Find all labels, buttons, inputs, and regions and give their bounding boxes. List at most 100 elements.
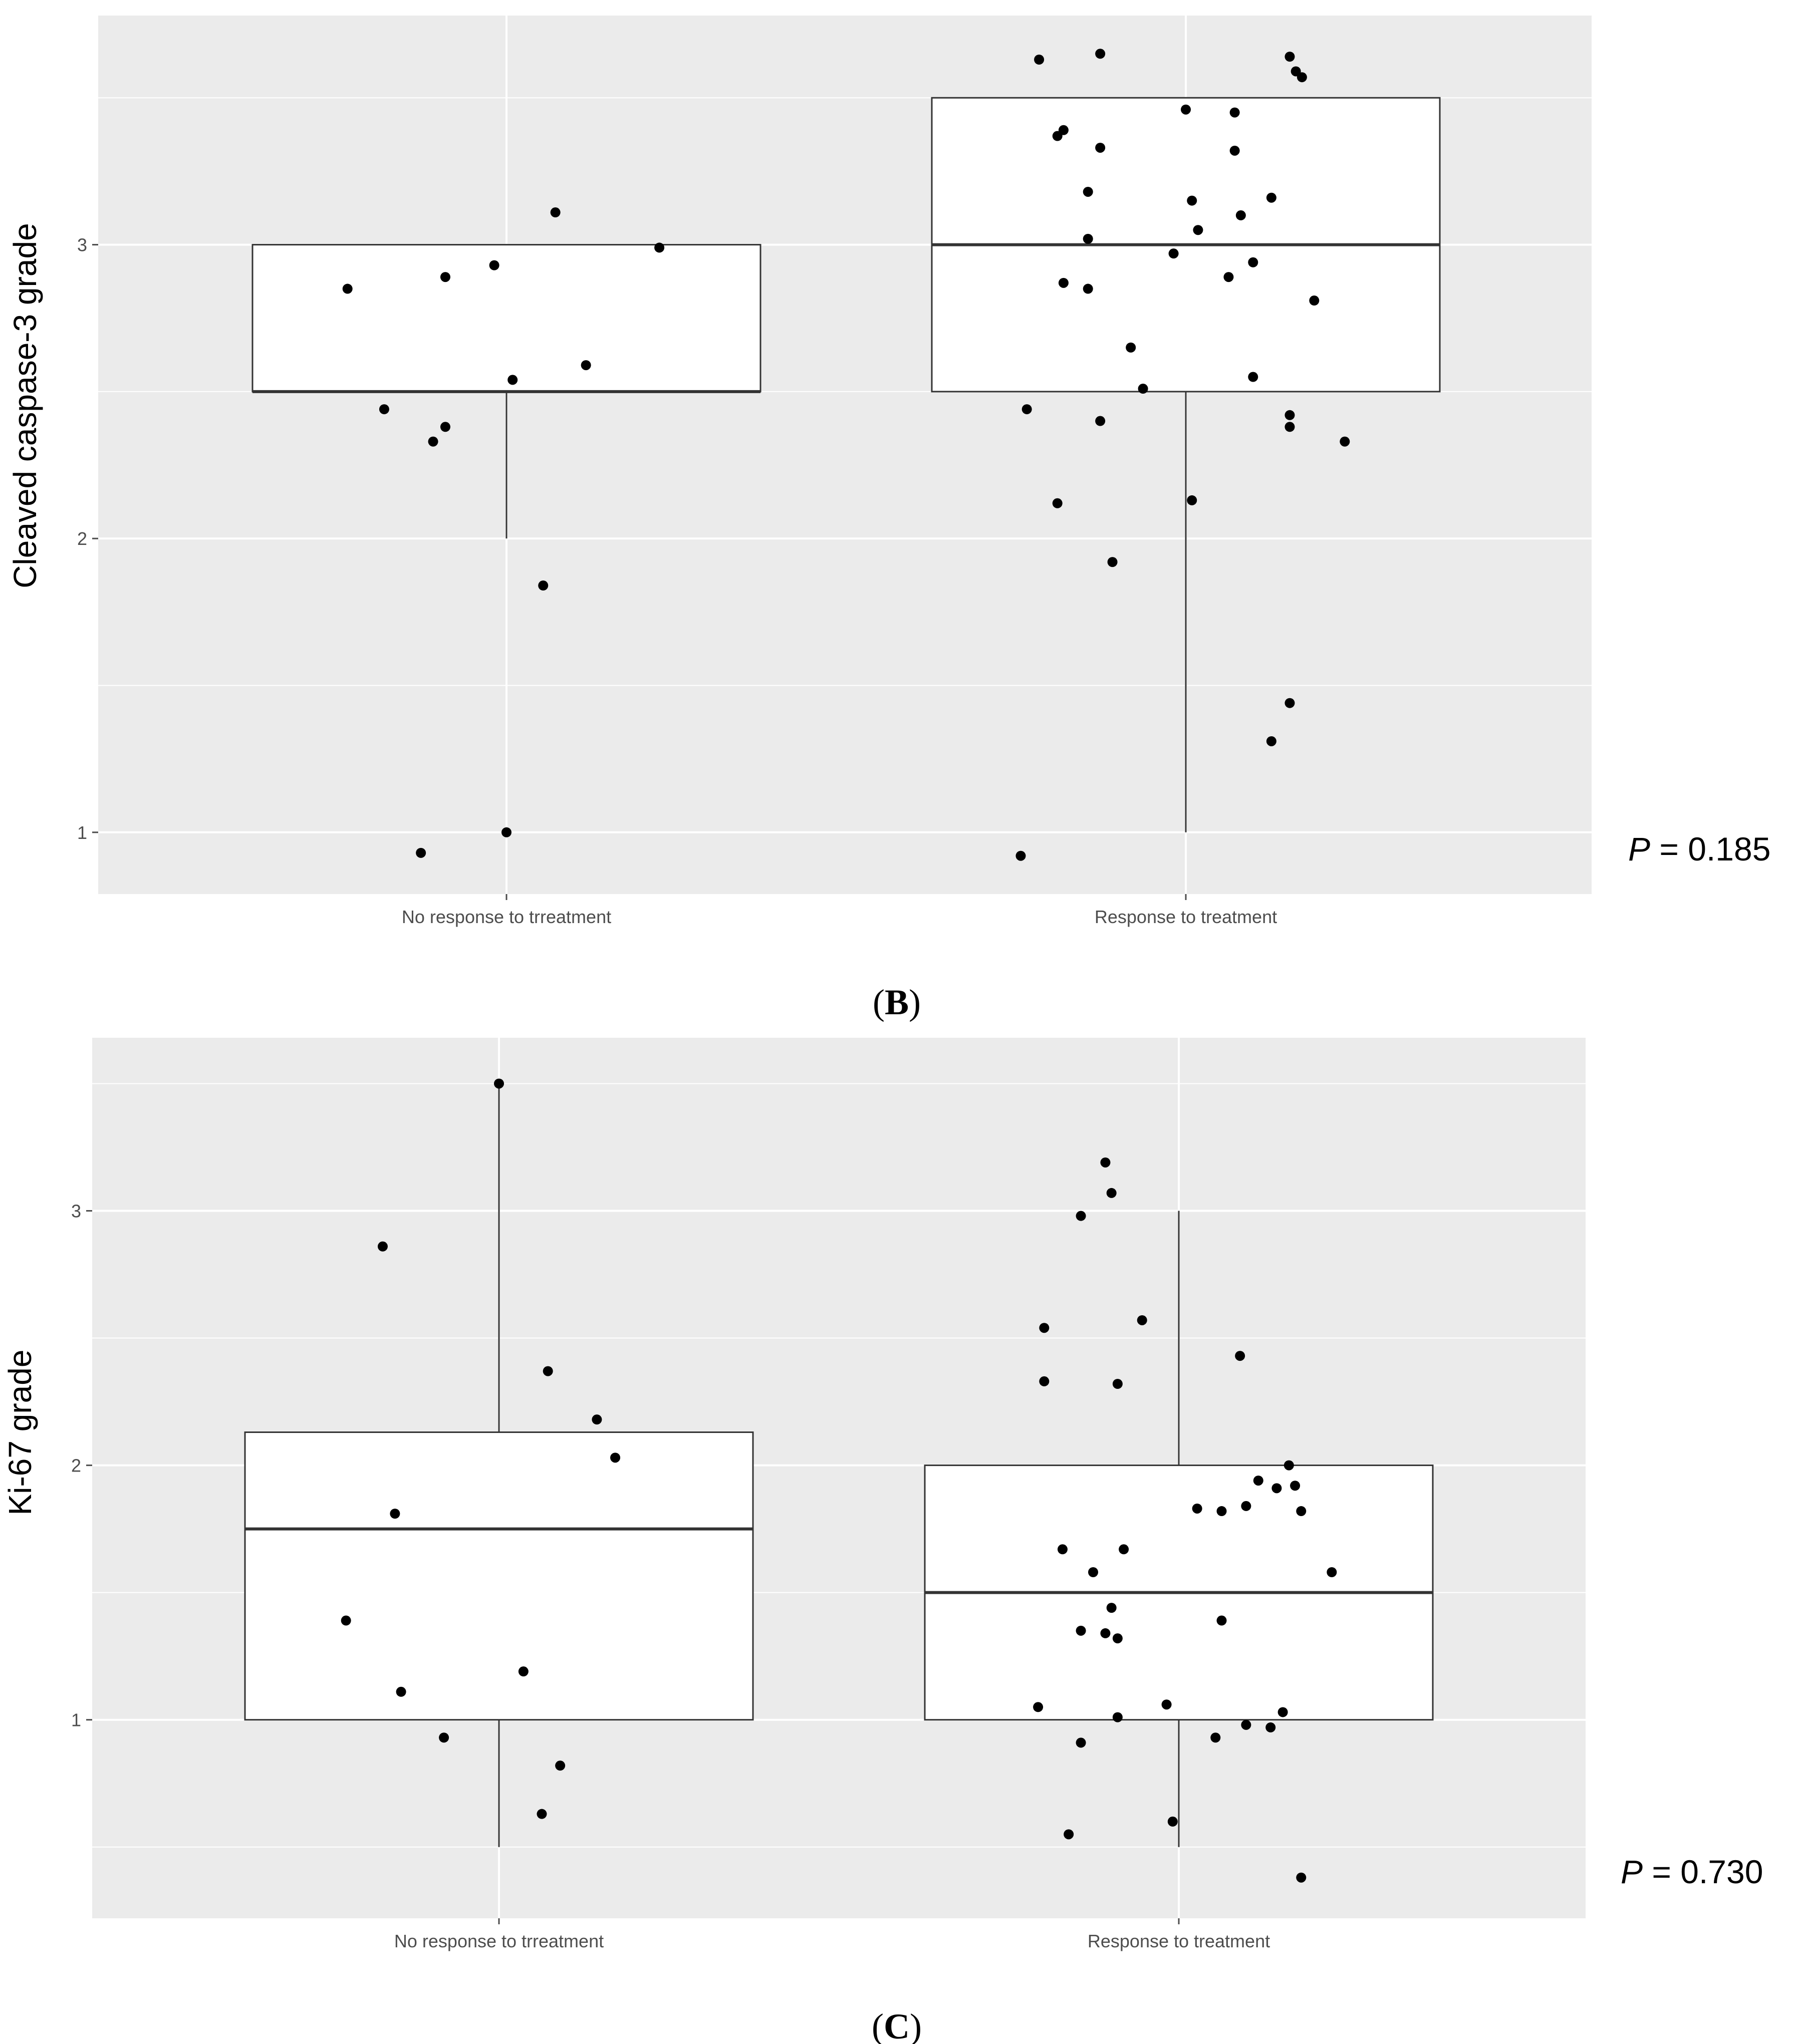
panel-b-no-response-data-point	[507, 375, 518, 385]
panel-c-no-response-box	[244, 1431, 754, 1721]
panel-c-response-data-point	[1119, 1544, 1129, 1555]
panel-c-response-data-point	[1076, 1211, 1086, 1221]
panel-c-response-data-point	[1277, 1707, 1288, 1717]
panel-c-no-response-data-point	[518, 1666, 529, 1677]
panel-b-response-data-point	[1107, 557, 1118, 567]
panel-c-response-data-point	[1253, 1476, 1263, 1486]
panel-b-response-data-point	[1021, 404, 1032, 415]
panel-c-x-tick-label: No response to trreatment	[394, 1931, 604, 1951]
panel-b-response-data-point	[1297, 72, 1307, 83]
panel-b-response-data-point	[1285, 422, 1295, 432]
panel-c-y-axis-label: Ki-67 grade	[2, 1350, 38, 1516]
panel-c-response-data-point	[1106, 1603, 1117, 1613]
panel-b-no-response-data-point	[416, 847, 426, 858]
panel-c-response-data-point	[1216, 1506, 1227, 1517]
panel-b-response-data-point	[1235, 210, 1246, 220]
panel-c-response-data-point	[1112, 1379, 1123, 1389]
panel-c-response-data-point	[1241, 1719, 1251, 1730]
panel-b-y-tick-label: 2	[77, 528, 87, 549]
panel-b-no-response-data-point	[379, 404, 389, 415]
panel-b-response-data-point	[1052, 498, 1063, 508]
panel-c-response-data-point	[1057, 1544, 1068, 1555]
panel-b-response-data-point	[1015, 850, 1026, 861]
panel-c-no-response-data-point	[396, 1686, 406, 1697]
panel-b-response-data-point	[1083, 186, 1093, 197]
panel-c-response-data-point	[1076, 1625, 1086, 1636]
panel-b-response-data-point	[1181, 104, 1191, 115]
panel-b-no-response-data-point	[654, 242, 665, 253]
panel-c-response-data-point	[1112, 1712, 1123, 1722]
panel-c-response-data-point	[1241, 1501, 1251, 1511]
panel-c-response-data-point	[1192, 1503, 1202, 1514]
panel-c-no-response-data-point	[341, 1615, 351, 1626]
panel-b-caption-letter: B	[885, 982, 909, 1022]
panel-c-no-response-data-point	[592, 1414, 602, 1425]
panel-b-response-data-point	[1168, 248, 1179, 259]
panel-b-no-response-data-point	[440, 422, 450, 432]
panel-b-response-data-point	[1095, 142, 1106, 153]
panel-c-no-response-data-point	[377, 1241, 388, 1252]
panel-b-response-data-point	[1229, 145, 1240, 156]
panel-b-x-tick-label: Response to treatment	[1095, 907, 1277, 927]
panel-c-ki-67-chart: 1 2 3 No response to trreatment Response to …	[2, 1038, 1763, 2044]
panel-b-no-response-box	[251, 244, 761, 393]
panel-c-caption-close-paren: )	[910, 2006, 922, 2044]
panel-b-response-data-point	[1309, 296, 1320, 306]
panel-c-p-value-symbol: P	[1621, 1853, 1643, 1890]
panel-b-response-data-point	[1083, 233, 1093, 244]
panel-b-response-data-point	[1187, 495, 1197, 505]
panel-b-no-response-data-point	[501, 827, 511, 837]
panel-c-y-tick-label: 2	[71, 1455, 81, 1476]
panel-b-response-data-point	[1193, 225, 1203, 235]
panel-c-y-tick-label: 1	[71, 1710, 81, 1730]
panel-c-response-data-point	[1039, 1323, 1050, 1333]
panel-b-cleaved-caspase-3-chart: 1 2 3 No response to trreatment Response to …	[7, 16, 1770, 1022]
panel-c-response-data-point	[1167, 1816, 1178, 1827]
panel-b-response-data-point	[1095, 49, 1106, 59]
panel-c-response-data-point	[1327, 1567, 1337, 1577]
panel-c-no-response-data-point	[390, 1509, 400, 1519]
panel-c-no-response-data-point	[537, 1809, 547, 1819]
panel-c-response-data-point	[1100, 1157, 1111, 1167]
panel-b-response-data-point	[1058, 125, 1069, 135]
panel-b-no-response-data-point	[581, 360, 591, 371]
panel-c-no-response-data-point	[610, 1452, 621, 1463]
panel-c-response-data-point	[1161, 1699, 1172, 1710]
panel-b-response-data-point	[1266, 736, 1276, 746]
panel-b-no-response-data-point	[489, 260, 499, 270]
panel-c-response-data-point	[1296, 1872, 1307, 1883]
panel-b-x-tick-label: No response to trreatment	[402, 907, 611, 927]
panel-b-response-data-point	[1229, 107, 1240, 118]
panel-c-response-data-point	[1216, 1615, 1227, 1626]
panel-b-p-value-symbol: P	[1628, 830, 1650, 867]
panel-b-p-value-annotation: P = 0.185	[1628, 830, 1770, 867]
panel-c-x-tick-label: Response to treatment	[1088, 1931, 1270, 1951]
panel-b-response-data-point	[1248, 257, 1258, 267]
panel-c-response-data-point	[1064, 1829, 1074, 1840]
panel-c-p-value-annotation: P = 0.730	[1621, 1853, 1763, 1890]
panel-b-response-data-point	[1285, 52, 1295, 62]
panel-b-y-tick-label: 3	[77, 235, 87, 255]
panel-b-response-data-point	[1266, 192, 1276, 203]
panel-b-y-axis-label: Cleaved caspase-3 grade	[7, 223, 43, 588]
panel-c-response-data-point	[1033, 1702, 1044, 1712]
panel-c-y-tick-label: 3	[71, 1201, 81, 1222]
panel-c-response-data-point	[1076, 1737, 1086, 1748]
panel-b-response-data-point	[1083, 283, 1093, 294]
panel-c-response-data-point	[1112, 1633, 1123, 1644]
panel-b-response-data-point	[1285, 410, 1295, 420]
panel-c-p-value-number: = 0.730	[1643, 1853, 1763, 1890]
panel-b-response-data-point	[1187, 195, 1197, 206]
panel-c-response-data-point	[1271, 1483, 1282, 1494]
panel-c-response-data-point	[1290, 1481, 1301, 1491]
panel-b-caption-open-paren: (	[873, 982, 885, 1022]
panel-c-no-response-data-point	[439, 1732, 449, 1743]
panel-b-response-data-point	[1223, 272, 1234, 282]
panel-c-response-data-point	[1106, 1188, 1117, 1198]
panel-b-response-data-point	[1248, 372, 1258, 382]
panel-b-response-data-point	[1126, 342, 1136, 353]
panel-b-response-data-point	[1034, 54, 1045, 65]
panel-c-response-data-point	[1235, 1351, 1245, 1361]
panel-c-response-data-point	[1296, 1506, 1307, 1517]
